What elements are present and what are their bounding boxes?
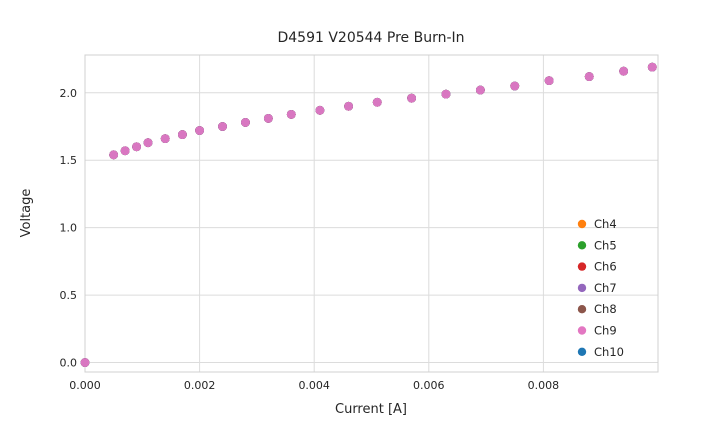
legend-marker [577,326,587,335]
x-tick-label: 0.000 [69,379,101,392]
data-point [160,134,170,144]
data-point [120,146,130,156]
data-point [344,101,353,111]
legend-marker [577,305,587,314]
legend: Ch4 Ch5 Ch6 Ch7 Ch8 Ch9 Ch10 [577,217,624,359]
legend-label: Ch5 [594,238,617,252]
legend-entry-ch4: Ch4 [577,217,617,231]
series-ch9 [80,62,657,367]
legend-marker [577,283,587,293]
grid-lines [84,55,658,372]
y-tick-label: 1.0 [60,222,78,235]
legend-label: Ch7 [594,281,617,295]
plot-border [84,54,659,373]
data-point [263,114,273,123]
series-ch8 [80,62,657,367]
chart-title: D4591 V20544 Pre Burn-In [277,30,464,46]
legend-entry-ch10: Ch10 [577,345,624,359]
series-ch7 [80,62,657,367]
data-point [544,76,554,86]
legend-marker [577,262,587,271]
x-tick-label: 0.004 [298,379,330,392]
x-tick-label: 0.006 [413,379,445,392]
data-point [218,122,227,131]
y-tick-label: 1.5 [60,154,78,167]
legend-label: Ch6 [594,260,617,274]
y-tick-label: 2.0 [60,87,78,100]
data-point [407,93,417,103]
legend-label: Ch8 [594,302,617,316]
data-point [195,126,205,135]
series-ch5 [80,62,657,367]
legend-marker [577,347,587,356]
x-tick-label: 0.008 [528,379,560,392]
legend-entry-ch8: Ch8 [577,302,617,316]
data-points [80,62,657,367]
legend-marker [577,219,587,229]
y-axis-label: Voltage [19,189,34,238]
series-ch4 [80,62,657,367]
data-point [286,109,296,119]
x-tick-label: 0.002 [184,379,216,392]
data-point [109,150,119,160]
data-point [132,142,141,152]
legend-entry-ch7: Ch7 [577,281,617,295]
data-point [241,118,250,127]
y-tick-label: 0.5 [60,289,78,302]
data-point [647,62,657,72]
legend-entry-ch9: Ch9 [577,324,617,338]
series-ch10 [80,62,657,367]
data-point [441,89,451,99]
legend-label: Ch4 [594,217,617,231]
data-point [475,85,485,95]
data-point [372,97,382,107]
x-axis-label: Current [A] [335,402,407,417]
tick-labels: 0.000 0.002 0.004 0.006 0.008 0.0 0.5 1.0 1.5 2.0 [60,87,560,392]
legend-label: Ch10 [594,345,624,359]
data-point [315,105,325,115]
series-ch6 [80,62,657,367]
data-point [143,138,153,148]
data-point [510,81,520,91]
legend-label: Ch9 [594,324,617,338]
data-point [584,72,594,81]
data-point [619,66,629,76]
legend-entry-ch5: Ch5 [577,238,617,252]
data-point [80,358,90,367]
legend-entry-ch6: Ch6 [577,260,617,274]
y-tick-label: 0.0 [60,357,78,370]
legend-marker [577,241,587,250]
data-point [178,130,187,139]
